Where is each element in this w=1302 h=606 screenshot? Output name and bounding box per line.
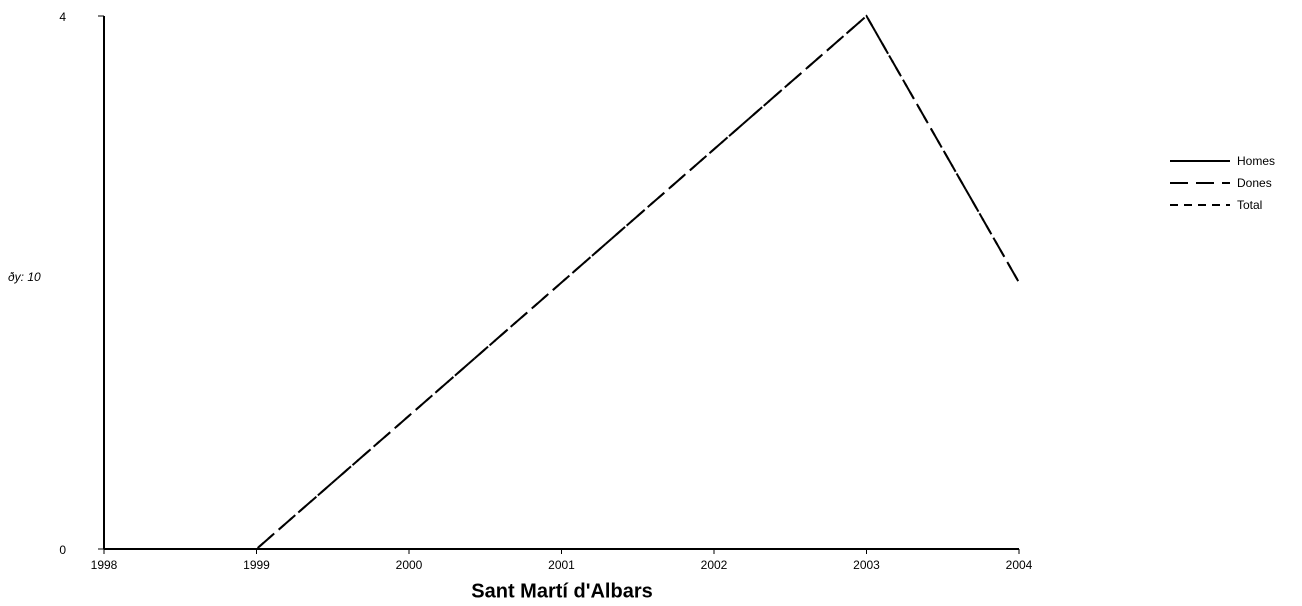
x-tick-label: 2002 (701, 558, 728, 572)
legend-label: Homes (1237, 154, 1275, 168)
legend-label: Dones (1237, 176, 1272, 190)
chart-title: Sant Martí d'Albars (471, 580, 652, 602)
x-tick-label: 2003 (853, 558, 880, 572)
x-tick-label: 2001 (548, 558, 575, 572)
x-tick-label: 1998 (91, 558, 118, 572)
series-line (104, 14, 1020, 550)
legend-label: Total (1237, 198, 1262, 212)
y-tick-label: 4 (59, 10, 66, 24)
x-tick-label: 2000 (396, 558, 423, 572)
x-tick-label: 2004 (1006, 558, 1033, 572)
y-axis-label: ðy: 10 (8, 270, 41, 284)
x-tick-label: 1999 (243, 558, 270, 572)
y-tick-label: 0 (59, 543, 66, 557)
